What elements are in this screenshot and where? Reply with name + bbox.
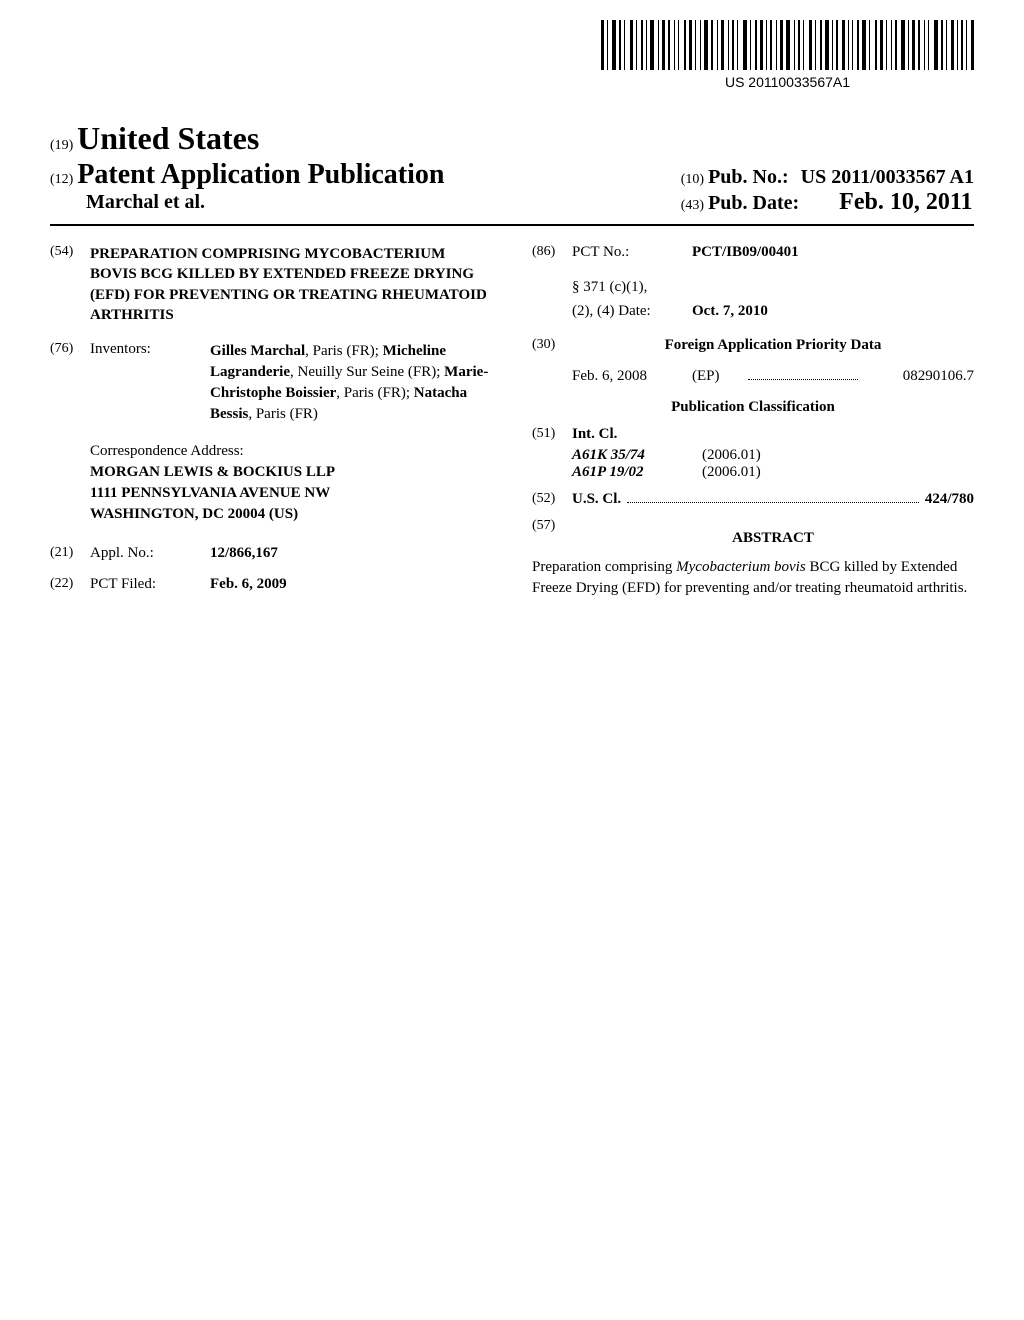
correspondence: Correspondence Address: MORGAN LEWIS & B… (90, 441, 492, 525)
appl-inid: (21) (50, 545, 90, 561)
pub-type: Patent Application Publication (77, 159, 444, 190)
country-code: (19) (50, 138, 73, 153)
barcode (601, 20, 974, 70)
pub-date-label: Pub. Date: (708, 192, 799, 214)
title-text: PREPARATION COMPRISING MYCOBACTERIUM BOV… (90, 244, 492, 325)
pub-no-value: US 2011/0033567 A1 (801, 166, 974, 188)
s371-label: § 371 (c)(1), (572, 275, 974, 299)
int-cl-item-1: A61P 19/02 (2006.01) (572, 464, 974, 481)
priority-country: (EP) (692, 368, 742, 385)
inventors-inid: (76) (50, 341, 90, 425)
correspondence-line-1: 1111 PENNSYLVANIA AVENUE NW (90, 483, 492, 504)
int-cl-date-1: (2006.01) (702, 464, 761, 481)
inventors-list: Gilles Marchal, Paris (FR); Micheline La… (210, 341, 492, 425)
main-columns: (54) PREPARATION COMPRISING MYCOBACTERIU… (50, 244, 974, 607)
publication-line: (12) Patent Application Publication Marc… (50, 159, 974, 216)
abstract-heading-row: (57) ABSTRACT (532, 518, 974, 557)
int-cl-code-0: A61K 35/74 (572, 447, 702, 464)
abstract-italic: Mycobacterium bovis (676, 559, 806, 575)
title-block: (54) PREPARATION COMPRISING MYCOBACTERIU… (50, 244, 492, 325)
appl-value: 12/866,167 (210, 545, 492, 562)
int-cl-date-0: (2006.01) (702, 447, 761, 464)
abstract-text: Preparation comprising Mycobacterium bov… (532, 557, 974, 599)
pct-no-row: (86) PCT No.: PCT/IB09/00401 (532, 244, 974, 261)
pct-filed-inid: (22) (50, 576, 90, 592)
foreign-heading: Foreign Application Priority Data (572, 337, 974, 354)
dotted-leader-uscl (627, 491, 919, 503)
title-inid: (54) (50, 244, 90, 260)
barcode-area: US 20110033567A1 (601, 20, 974, 90)
authors: Marchal et al. (86, 191, 444, 214)
pub-date-value: Feb. 10, 2011 (839, 189, 972, 215)
pub-date-code: (43) (681, 198, 704, 213)
correspondence-line-2: WASHINGTON, DC 20004 (US) (90, 504, 492, 525)
inventors-block: (76) Inventors: Gilles Marchal, Paris (F… (50, 341, 492, 425)
pct-label: PCT No.: (572, 244, 692, 261)
country-name: United States (77, 120, 259, 156)
abstract-pre: Preparation comprising (532, 559, 676, 575)
pub-type-code: (12) (50, 172, 73, 187)
foreign-priority-row: (30) Foreign Application Priority Data (532, 337, 974, 354)
correspondence-label: Correspondence Address: (90, 441, 492, 462)
appl-label: Appl. No.: (90, 545, 210, 562)
us-cl-row: (52) U.S. Cl. 424/780 (532, 491, 974, 508)
pub-class-heading: Publication Classification (532, 399, 974, 416)
dotted-leader (748, 368, 858, 380)
pct-filed-value: Feb. 6, 2009 (210, 576, 492, 593)
header: (19) United States (12) Patent Applicati… (50, 120, 974, 216)
correspondence-line-0: MORGAN LEWIS & BOCKIUS LLP (90, 462, 492, 483)
int-cl-inid: (51) (532, 426, 572, 442)
priority-number: 08290106.7 (864, 368, 974, 385)
us-cl-inid: (52) (532, 491, 572, 508)
int-cl-code-1: A61P 19/02 (572, 464, 702, 481)
divider (50, 224, 974, 226)
barcode-text: US 20110033567A1 (601, 74, 974, 90)
int-cl-item-0: A61K 35/74 (2006.01) (572, 447, 974, 464)
priority-date: Feb. 6, 2008 (572, 368, 692, 385)
left-column: (54) PREPARATION COMPRISING MYCOBACTERIU… (50, 244, 492, 607)
us-cl-value: 424/780 (925, 491, 974, 508)
right-column: (86) PCT No.: PCT/IB09/00401 § 371 (c)(1… (532, 244, 974, 607)
abstract-heading: ABSTRACT (572, 530, 974, 547)
pub-no-code: (10) (681, 172, 704, 187)
pct-filed-row: (22) PCT Filed: Feb. 6, 2009 (50, 576, 492, 593)
int-cl-row: (51) Int. Cl. (532, 426, 974, 443)
s371-block: § 371 (c)(1), (2), (4) Date: Oct. 7, 201… (572, 275, 974, 323)
pub-no-label: Pub. No.: (708, 166, 789, 188)
us-cl-label: U.S. Cl. (572, 491, 621, 508)
priority-row: Feb. 6, 2008 (EP) 08290106.7 (572, 368, 974, 385)
country-line: (19) United States (50, 120, 974, 157)
pct-filed-label: PCT Filed: (90, 576, 210, 593)
pct-value: PCT/IB09/00401 (692, 244, 974, 261)
abstract-inid: (57) (532, 518, 572, 557)
s371-date-label: (2), (4) Date: (572, 299, 692, 323)
s371-date-value: Oct. 7, 2010 (692, 299, 768, 323)
pct-inid: (86) (532, 244, 572, 260)
appl-no-row: (21) Appl. No.: 12/866,167 (50, 545, 492, 562)
foreign-inid: (30) (532, 337, 572, 353)
int-cl-label: Int. Cl. (572, 426, 617, 443)
inventors-label: Inventors: (90, 341, 210, 425)
